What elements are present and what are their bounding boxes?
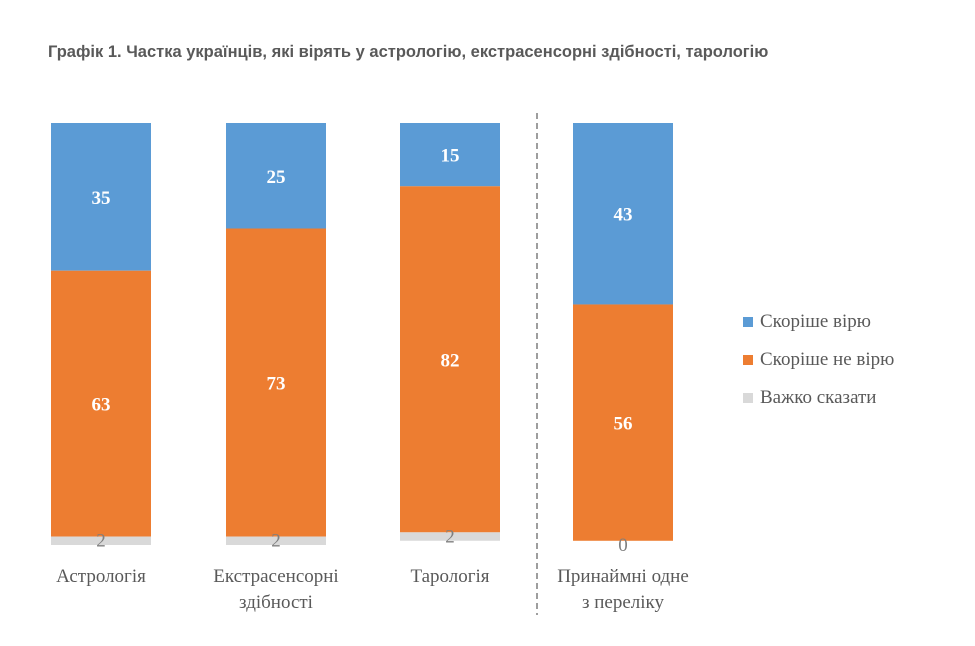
bar-segment — [400, 186, 500, 533]
bar-segment — [400, 532, 500, 541]
data-label: 73 — [267, 374, 286, 395]
category-label: Астрологія — [56, 566, 146, 587]
data-label: 82 — [441, 350, 460, 371]
data-label: 43 — [614, 205, 633, 226]
data-label: 15 — [441, 146, 460, 167]
bar-segment — [226, 123, 326, 229]
category-label: з переліку — [582, 592, 665, 613]
legend-swatch — [743, 317, 753, 327]
bar-segment — [226, 228, 326, 537]
category-label: Екстрасенсорні — [213, 566, 338, 587]
legend-label: Скоріше не вірю — [760, 349, 894, 370]
bar-segment — [51, 123, 151, 271]
bar-segment — [51, 270, 151, 537]
data-label: 2 — [96, 531, 106, 552]
category-label: Тарологія — [410, 566, 489, 587]
data-label: 0 — [618, 535, 628, 556]
bar-segment — [51, 536, 151, 545]
category-label: здібності — [239, 592, 313, 613]
bar-segment — [573, 304, 673, 541]
data-label: 63 — [92, 395, 111, 416]
legend-label: Важко сказати — [760, 387, 876, 408]
bar-segment — [400, 123, 500, 187]
data-label: 2 — [271, 531, 281, 552]
category-label: Принаймні одне — [557, 566, 689, 587]
legend-swatch — [743, 393, 753, 403]
bar-segment — [226, 536, 326, 545]
data-label: 35 — [92, 188, 111, 209]
data-label: 25 — [267, 167, 286, 188]
legend-label: Скоріше вірю — [760, 311, 871, 332]
bar-segment — [573, 123, 673, 305]
data-label: 56 — [614, 414, 633, 435]
chart-title: Графік 1. Частка українців, які вірять у… — [48, 43, 769, 61]
legend-swatch — [743, 355, 753, 365]
data-label: 2 — [445, 526, 455, 547]
